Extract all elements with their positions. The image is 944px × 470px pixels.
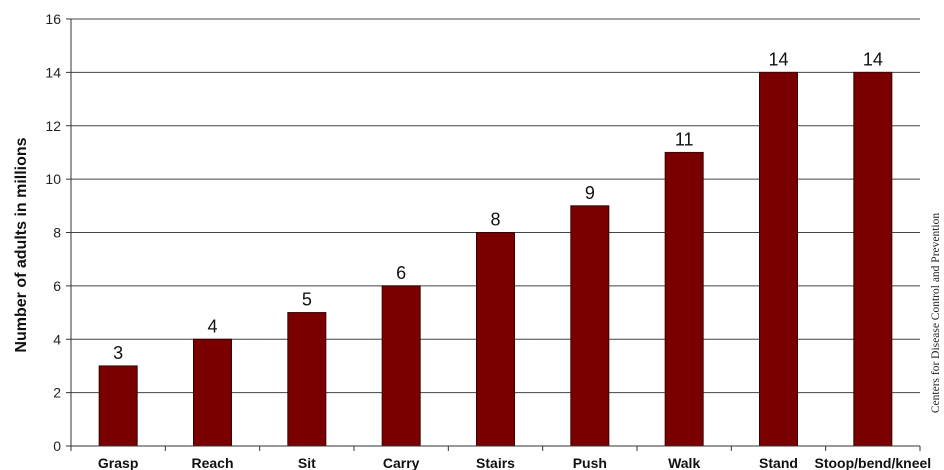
data-label: 9 <box>585 183 595 203</box>
x-tick-label: Sit <box>298 455 316 470</box>
bar-carry <box>381 285 421 447</box>
y-tick-label: 2 <box>53 385 61 401</box>
data-label: 14 <box>863 49 883 69</box>
data-label: 8 <box>490 210 500 230</box>
data-label: 14 <box>768 49 788 69</box>
y-tick-label: 4 <box>53 331 61 347</box>
bar-push <box>570 205 610 447</box>
x-tick-label: Walk <box>668 455 700 470</box>
x-tick-label: Stairs <box>476 455 515 470</box>
y-tick-label: 10 <box>45 171 61 187</box>
data-label: 3 <box>113 343 123 363</box>
y-tick-label: 6 <box>53 278 61 294</box>
data-labels: 3 4 5 6 8 9 11 14 14 <box>113 49 883 363</box>
x-tick-label: Reach <box>191 455 233 470</box>
y-tick-label: 8 <box>53 225 61 241</box>
y-tick-label: 12 <box>45 118 61 134</box>
x-tick-label: Grasp <box>98 455 138 470</box>
bar-stand <box>759 71 798 447</box>
bar-stairs <box>476 232 515 447</box>
bar-reach <box>193 338 232 447</box>
data-label: 4 <box>207 316 217 336</box>
data-label: 11 <box>675 129 694 149</box>
bar-grasp <box>98 365 138 447</box>
x-tick-label: Stand <box>759 455 798 470</box>
y-axis-title: Number of adults in millions <box>13 137 30 352</box>
bars <box>98 71 893 447</box>
bar-walk <box>664 151 704 447</box>
x-tick-label: Carry <box>383 455 420 470</box>
bar-sit <box>287 312 327 447</box>
y-tick-label: 0 <box>53 438 61 454</box>
x-axis-ticks: Grasp Reach Sit Carry Stairs Push Walk Stand Sto… <box>70 446 931 470</box>
credit-text: Centers for Disease Control and Preventi… <box>930 213 942 413</box>
data-label: 5 <box>302 290 312 310</box>
x-tick-label: Push <box>573 455 607 470</box>
y-tick-label: 14 <box>45 64 61 80</box>
x-tick-label: Stoop/bend/kneel <box>814 455 931 470</box>
y-axis-ticks: 0 2 4 6 8 10 12 14 16 <box>45 11 71 454</box>
y-tick-label: 16 <box>45 11 61 27</box>
data-label: 6 <box>396 263 406 283</box>
bar-stoop-bend-kneel <box>853 71 893 447</box>
